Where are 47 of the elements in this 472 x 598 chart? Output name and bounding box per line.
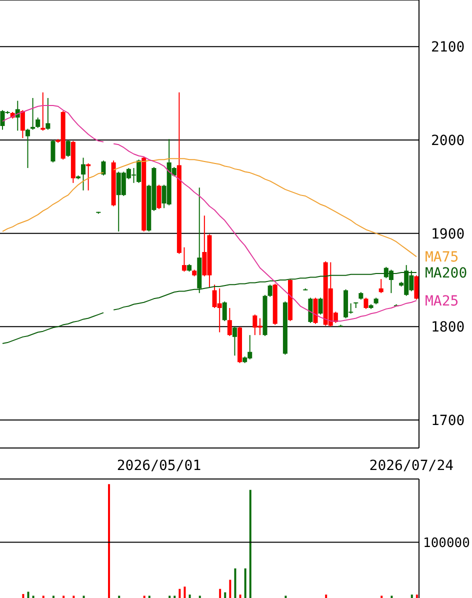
y-tick-label: 2100 (431, 40, 465, 56)
x-tick-label: 2026/05/01 (116, 458, 202, 474)
candlestick (156, 184, 162, 210)
bar (178, 588, 181, 598)
bar (22, 594, 24, 598)
bar (249, 490, 252, 598)
candlestick (36, 117, 40, 128)
series-label: MA200 (425, 265, 468, 282)
bar (244, 568, 246, 598)
candlestick (81, 157, 86, 191)
candlestick (414, 274, 419, 300)
y-tick-label: 1700 (431, 412, 465, 429)
bar (27, 592, 30, 598)
candlestick (222, 300, 227, 322)
candlestick (50, 140, 56, 163)
candlestick (308, 297, 313, 324)
candlestick (232, 326, 237, 356)
bar (108, 484, 110, 598)
bar (325, 594, 328, 598)
bar (234, 568, 236, 598)
candlestick (378, 278, 384, 294)
candlestick (182, 246, 186, 272)
series-label: MA25 (425, 293, 459, 310)
candlestick (101, 160, 106, 176)
text: 100000 (423, 536, 470, 551)
bar (188, 594, 191, 598)
candlestick (25, 128, 30, 168)
y-tick-label: 1800 (431, 320, 465, 336)
bar (219, 588, 222, 598)
y-tick-label: 2000 (431, 132, 465, 149)
candlestick (30, 98, 36, 130)
bar (239, 594, 242, 598)
candlestick (66, 140, 70, 158)
bar (224, 592, 226, 598)
candlestick (20, 110, 25, 139)
candlestick (268, 284, 272, 298)
bar (184, 586, 186, 598)
candlestick (364, 297, 368, 310)
series-label: MA75 (425, 250, 459, 266)
candlestick (227, 308, 232, 336)
bar (229, 580, 232, 598)
x-tick-label: 2026/07/24 (369, 458, 454, 474)
bar (410, 594, 413, 598)
y-tick-label: 1900 (431, 226, 465, 242)
bar (416, 594, 418, 598)
candlestick (46, 98, 50, 130)
candlestick (318, 297, 323, 316)
